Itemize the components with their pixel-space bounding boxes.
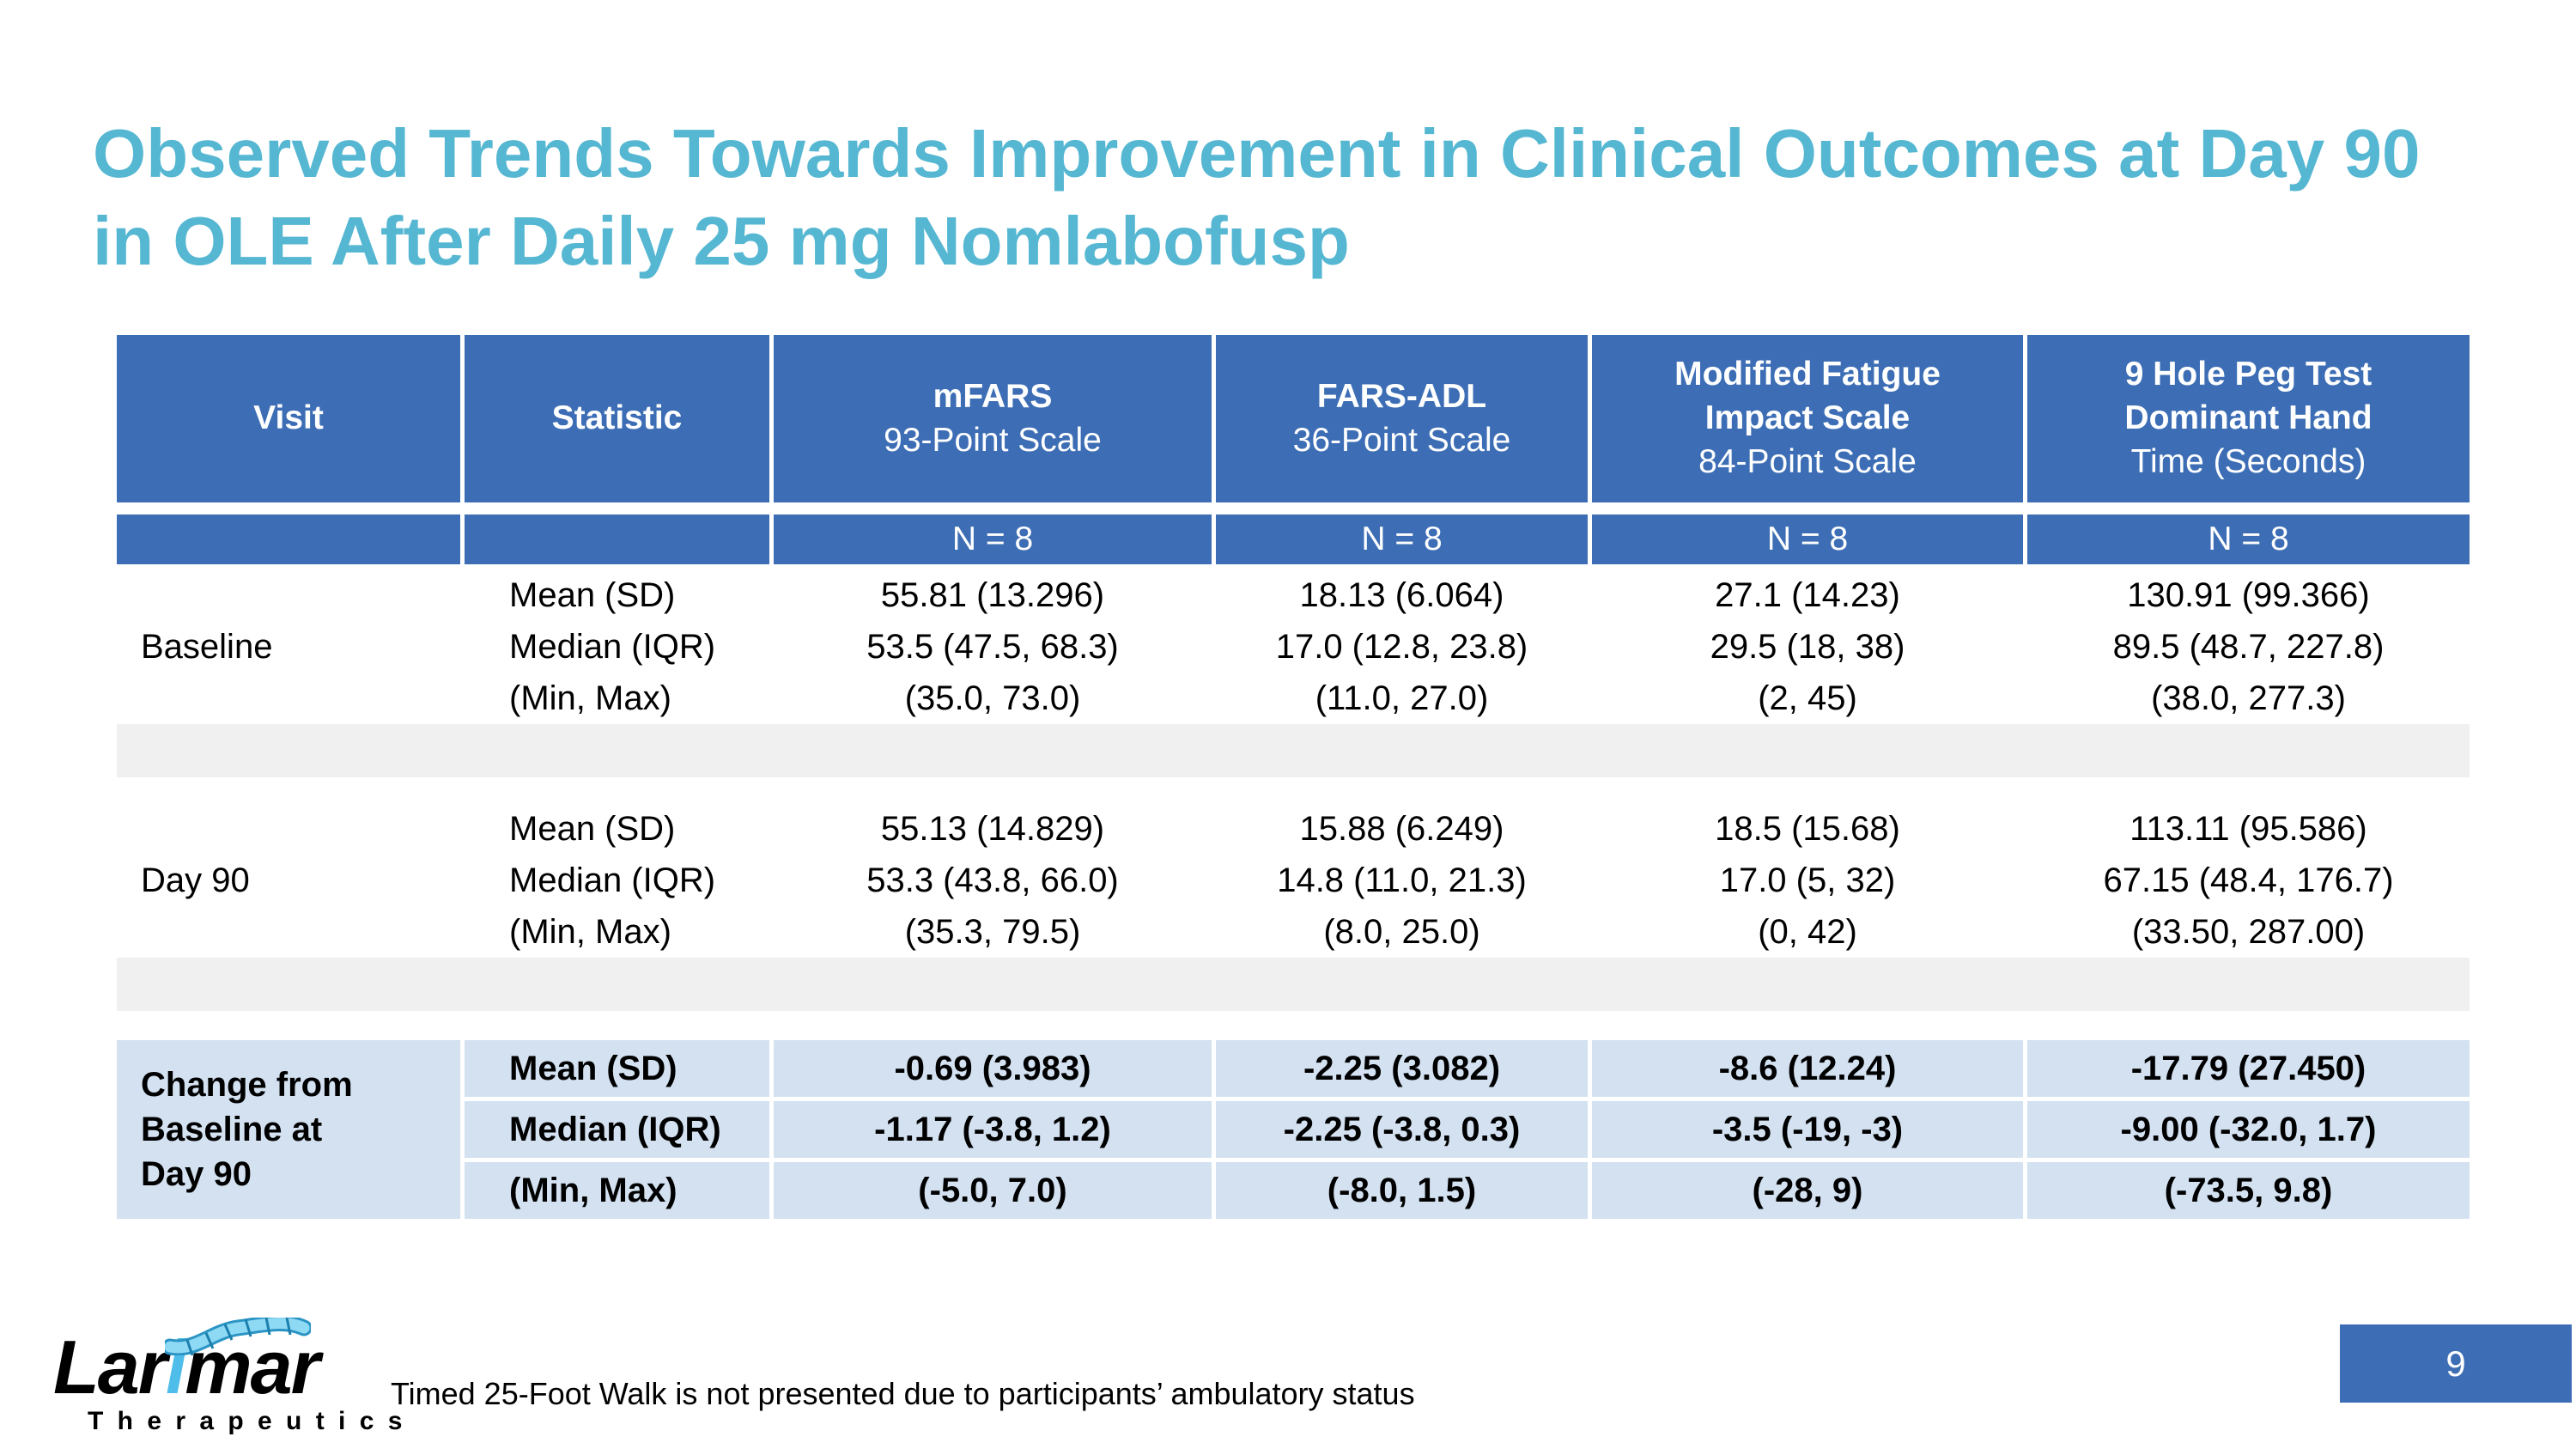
n-cell: N = 8 xyxy=(1592,514,2023,564)
table-cell: (35.3, 79.5) xyxy=(904,912,1081,951)
table-cell: (35.0, 73.0) xyxy=(904,679,1081,717)
statistic-label: Mean (SD) xyxy=(465,1040,769,1097)
table-cell: 55.13 (14.829) xyxy=(880,809,1105,848)
section-baseline: Baseline Mean (SD) 55.81 (13.296) 18.13 … xyxy=(117,569,2470,724)
outcomes-table: Visit Statistic mFARS 93-Point Scale FAR… xyxy=(117,335,2470,1219)
table-cell: 113.11 (95.586) xyxy=(2129,809,2367,848)
statistic-label: Median (IQR) xyxy=(509,627,716,666)
title-line-1: Observed Trends Towards Improvement in C… xyxy=(93,115,2421,192)
statistic-label: (Min, Max) xyxy=(465,1162,769,1219)
table-cell: 18.13 (6.064) xyxy=(1299,575,1504,614)
statistic-label: Median (IQR) xyxy=(465,1101,769,1158)
table-cell: -9.00 (-32.0, 1.7) xyxy=(2027,1101,2470,1158)
table-cell: (0, 42) xyxy=(1758,912,1857,951)
col-header-visit: Visit xyxy=(117,335,460,502)
table-cell: -1.17 (-3.8, 1.2) xyxy=(774,1101,1212,1158)
table-cell: 17.0 (12.8, 23.8) xyxy=(1275,627,1528,666)
n-cell: N = 8 xyxy=(1216,514,1588,564)
table-cell: 89.5 (48.7, 227.8) xyxy=(2112,627,2385,666)
table-cell: (-8.0, 1.5) xyxy=(1216,1162,1588,1219)
table-cell: (2, 45) xyxy=(1758,679,1857,717)
n-cell-empty xyxy=(465,514,769,564)
logo-tagline: T h e r a p e u t i c s xyxy=(88,1407,406,1435)
spacer-band xyxy=(117,724,2470,777)
table-cell: -8.6 (12.24) xyxy=(1592,1040,2023,1097)
statistic-label: Mean (SD) xyxy=(509,575,676,614)
n-cell: N = 8 xyxy=(2027,514,2470,564)
statistic-label: (Min, Max) xyxy=(509,679,671,717)
visit-label: Baseline xyxy=(141,628,273,666)
section-change-from-baseline: Change from Baseline at Day 90 Mean (SD)… xyxy=(117,1040,2470,1219)
table-cell: 14.8 (11.0, 21.3) xyxy=(1277,861,1527,899)
slide-title: Observed Trends Towards Improvement in C… xyxy=(93,110,2420,286)
helix-ribbon-icon xyxy=(165,1318,311,1355)
n-cell-empty xyxy=(117,514,460,564)
section-day-90: Day 90 Mean (SD) 55.13 (14.829) 15.88 (6… xyxy=(117,803,2470,958)
table-cell: (-73.5, 9.8) xyxy=(2027,1162,2470,1219)
table-cell: (38.0, 277.3) xyxy=(2151,679,2346,717)
n-row: N = 8 N = 8 N = 8 N = 8 xyxy=(117,514,2470,564)
table-header-row: Visit Statistic mFARS 93-Point Scale FAR… xyxy=(117,335,2470,502)
table-cell: 15.88 (6.249) xyxy=(1299,809,1504,848)
visit-label: Day 90 xyxy=(141,861,250,899)
table-cell: 55.81 (13.296) xyxy=(880,575,1105,614)
table-cell: -3.5 (-19, -3) xyxy=(1592,1101,2023,1158)
title-line-2: in OLE After Daily 25 mg Nomlabofusp xyxy=(93,203,1350,280)
table-cell: (11.0, 27.0) xyxy=(1315,679,1489,717)
table-cell: -2.25 (-3.8, 0.3) xyxy=(1216,1101,1588,1158)
table-cell: -2.25 (3.082) xyxy=(1216,1040,1588,1097)
spacer-band xyxy=(117,958,2470,1011)
table-cell: 53.5 (47.5, 68.3) xyxy=(866,627,1119,666)
col-header-mfars: mFARS 93-Point Scale xyxy=(774,335,1212,502)
table-cell: (33.50, 287.00) xyxy=(2131,912,2366,951)
n-cell: N = 8 xyxy=(774,514,1212,564)
table-cell: 18.5 (15.68) xyxy=(1715,809,1900,848)
statistic-label: (Min, Max) xyxy=(509,912,671,951)
col-header-statistic: Statistic xyxy=(465,335,769,502)
table-cell: 130.91 (99.366) xyxy=(2127,575,2370,614)
page-number: 9 xyxy=(2445,1342,2466,1384)
col-header-fars-adl: FARS-ADL 36-Point Scale xyxy=(1216,335,1588,502)
footnote: Timed 25-Foot Walk is not presented due … xyxy=(391,1376,1415,1411)
larimar-logo: Larimar T h e r a p e u t i c s xyxy=(53,1318,414,1436)
visit-label: Change from Baseline at Day 90 xyxy=(117,1040,460,1219)
table-cell: (-5.0, 7.0) xyxy=(774,1162,1212,1219)
statistic-label: Median (IQR) xyxy=(509,861,716,899)
table-cell: 27.1 (14.23) xyxy=(1715,575,1900,614)
table-cell: (-28, 9) xyxy=(1592,1162,2023,1219)
table-cell: -0.69 (3.983) xyxy=(774,1040,1212,1097)
table-cell: 17.0 (5, 32) xyxy=(1719,861,1896,899)
table-cell: -17.79 (27.450) xyxy=(2027,1040,2470,1097)
statistic-label: Mean (SD) xyxy=(509,809,676,848)
table-cell: 53.3 (43.8, 66.0) xyxy=(866,861,1119,899)
col-header-mfis: Modified Fatigue Impact Scale 84-Point S… xyxy=(1592,335,2023,502)
page-number-box: 9 xyxy=(2340,1324,2572,1403)
col-header-9hpt: 9 Hole Peg Test Dominant Hand Time (Seco… xyxy=(2027,335,2470,502)
table-cell: 29.5 (18, 38) xyxy=(1710,627,1905,666)
table-cell: 67.15 (48.4, 176.7) xyxy=(2103,861,2394,899)
table-cell: (8.0, 25.0) xyxy=(1323,912,1480,951)
